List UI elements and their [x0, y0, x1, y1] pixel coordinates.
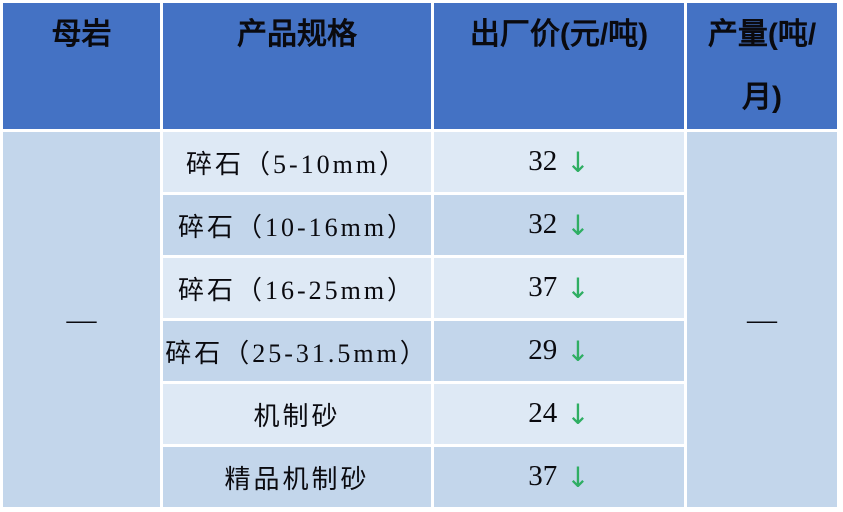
trend-down-icon: ↓	[566, 272, 590, 305]
spec-cell: 碎石（25-31.5mm）	[163, 321, 431, 381]
spec-text: 机制砂	[253, 401, 341, 431]
header-row: 母岩 产品规格 出厂价(元/吨) 产量(吨/月)	[3, 3, 837, 129]
table-row: — 碎石（5-10mm） 32 ↓ —	[3, 132, 837, 507]
table-row: 碎石（10-16mm） 32 ↓	[3, 195, 837, 255]
header-factory-price: 出厂价(元/吨)	[434, 3, 684, 129]
spec-cell: 碎石（16-25mm）	[163, 258, 431, 318]
trend-down-icon: ↓	[566, 146, 590, 179]
spec-cell: 碎石（5-10mm）	[163, 132, 431, 192]
spec-text: 碎石（25-31.5mm）	[165, 338, 429, 368]
trend-down-icon: ↓	[566, 398, 590, 431]
header-rock-type: 母岩	[3, 3, 160, 129]
price-value: 32	[528, 208, 558, 240]
spec-cell: 精品机制砂	[163, 447, 431, 507]
price-value: 29	[528, 334, 558, 366]
table-row: 碎石（25-31.5mm） 29 ↓	[3, 321, 837, 381]
trend-down-icon: ↓	[566, 461, 590, 494]
spec-text: 碎石（10-16mm）	[177, 212, 417, 242]
spec-text: 精品机制砂	[224, 464, 370, 494]
price-cell: 37 ↓	[434, 258, 684, 318]
price-value: 37	[528, 271, 558, 303]
table-row: 精品机制砂 37 ↓	[3, 447, 837, 507]
header-product-spec: 产品规格	[163, 3, 431, 129]
output-merged-cell: —	[687, 132, 837, 507]
spec-text: 碎石（5-10mm）	[185, 149, 409, 179]
price-cell: 37 ↓	[434, 447, 684, 507]
trend-down-icon: ↓	[566, 209, 590, 242]
spec-cell: 机制砂	[163, 384, 431, 444]
price-value: 37	[528, 460, 558, 492]
price-cell: 32 ↓	[434, 195, 684, 255]
rock-type-merged-cell: —	[3, 132, 160, 507]
spec-text: 碎石（16-25mm）	[177, 275, 417, 305]
price-value: 24	[528, 397, 558, 429]
spec-cell: 碎石（10-16mm）	[163, 195, 431, 255]
price-cell: 24 ↓	[434, 384, 684, 444]
price-value: 32	[528, 145, 558, 177]
header-output: 产量(吨/月)	[687, 3, 837, 129]
trend-down-icon: ↓	[566, 335, 590, 368]
price-cell: 32 ↓	[434, 132, 684, 192]
price-cell: 29 ↓	[434, 321, 684, 381]
table-row: 碎石（16-25mm） 37 ↓	[3, 258, 837, 318]
table-row: 机制砂 24 ↓	[3, 384, 837, 444]
